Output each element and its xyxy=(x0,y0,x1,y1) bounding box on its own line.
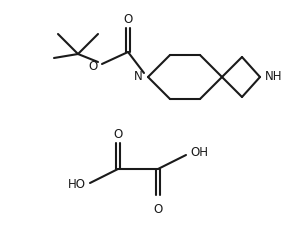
Text: N: N xyxy=(134,70,143,83)
Text: O: O xyxy=(153,203,163,216)
Text: NH: NH xyxy=(265,70,282,83)
Text: O: O xyxy=(113,128,123,142)
Text: HO: HO xyxy=(68,179,86,191)
Text: O: O xyxy=(123,14,133,26)
Text: OH: OH xyxy=(190,146,208,160)
Text: O: O xyxy=(89,60,98,73)
